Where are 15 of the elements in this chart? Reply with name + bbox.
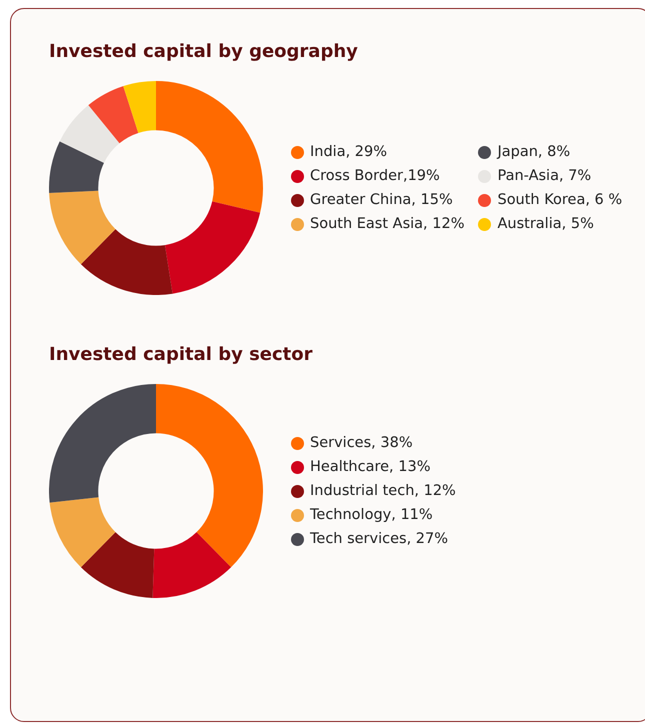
legend-label: South Korea, 6 %	[497, 192, 622, 208]
legend-label: Healthcare, 13%	[310, 459, 430, 475]
chart-title: Invested capital by sector	[49, 344, 314, 367]
legend-label: India, 29%	[310, 144, 388, 160]
legend-label: Industrial tech, 12%	[310, 483, 456, 499]
legend-label: Japan, 8%	[497, 144, 570, 160]
legend-label: Services, 38%	[310, 435, 413, 451]
legend-label: Australia, 5%	[497, 216, 594, 232]
legend-label: Pan-Asia, 7%	[497, 168, 592, 184]
legend-label: Greater China, 15%	[310, 192, 453, 208]
chart-title: Invested capital by geography	[49, 41, 359, 64]
legend-label: South East Asia, 12%	[310, 216, 464, 232]
legend-label: Cross Border,19%	[310, 168, 440, 184]
legend-label: Technology, 11%	[310, 507, 433, 523]
legend-label: Tech services, 27%	[310, 531, 448, 547]
